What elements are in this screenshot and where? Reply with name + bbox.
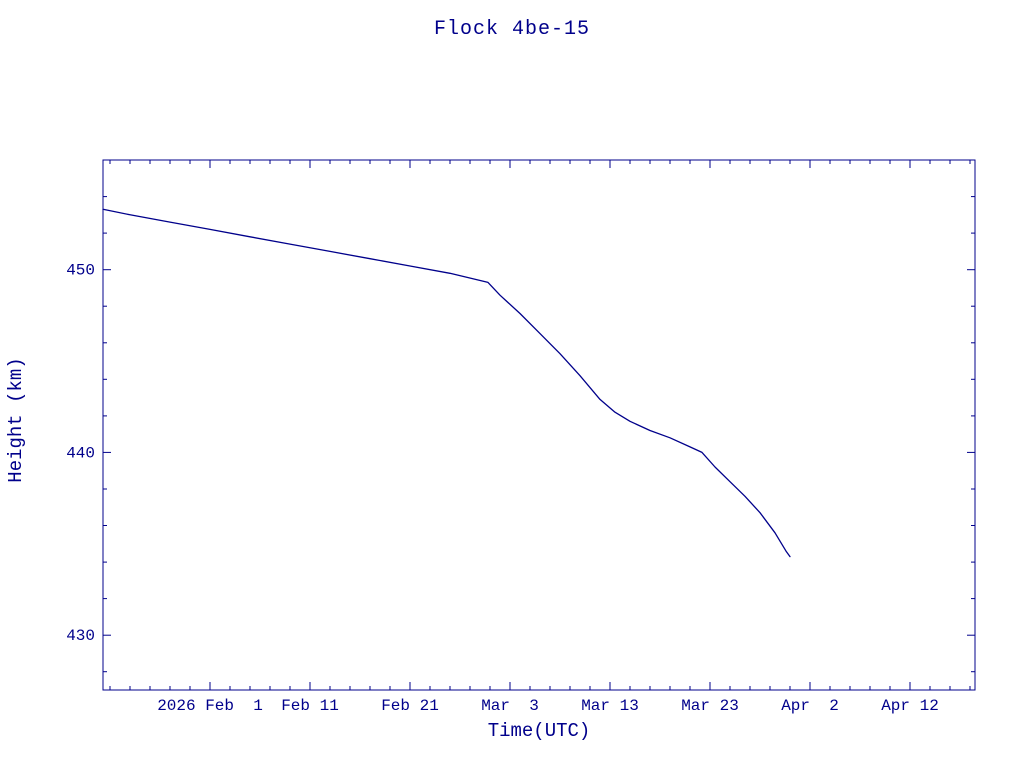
x-tick-label: Mar 13 [581, 697, 639, 715]
x-tick-label: Feb 21 [381, 697, 439, 715]
plot-border [102, 159, 976, 691]
x-axis-label: Time(UTC) [487, 720, 591, 742]
height-curve [102, 208, 791, 558]
x-tick-label: Mar 23 [681, 697, 739, 715]
x-tick-label: Apr 2 [781, 697, 839, 715]
x-tick-label: Mar 3 [481, 697, 539, 715]
y-tick-label: 450 [66, 262, 95, 280]
x-tick-label: 2026 Feb 1 [157, 697, 263, 715]
y-tick-label: 440 [66, 444, 95, 462]
x-tick-label: Feb 11 [281, 697, 339, 715]
chart-title: Flock 4be-15 [433, 18, 591, 41]
x-tick-label: Apr 12 [881, 697, 939, 715]
y-tick-label: 430 [66, 627, 95, 645]
